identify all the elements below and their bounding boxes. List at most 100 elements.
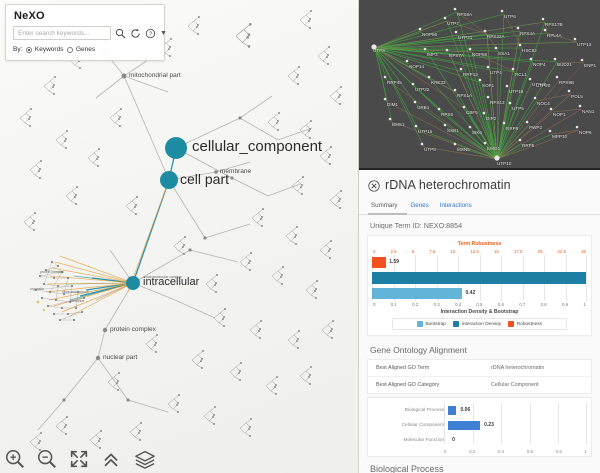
gene-network-panel[interactable]: RPS8A UTP6 UTP7 RPS17B NOP56 UTP21 RPS22A RPS4A… <box>359 0 600 170</box>
gene-label[interactable]: RRP5 <box>522 143 535 148</box>
gene-label[interactable]: UTP20 <box>532 82 547 87</box>
gene-label[interactable]: RPS22A <box>487 34 505 39</box>
tree-canvas[interactable] <box>0 0 358 473</box>
radio-genes[interactable]: Genes <box>67 46 95 53</box>
gene-label[interactable]: NOP1 <box>553 112 566 117</box>
gene-label[interactable]: NOP4 <box>533 62 546 67</box>
gene-label[interactable]: RPS6 <box>441 112 454 117</box>
gene-label[interactable]: UTP21 <box>458 35 473 40</box>
gene-label[interactable]: NOP56 <box>422 32 438 37</box>
gene-label[interactable]: RCL1 <box>515 72 527 77</box>
top-tick: 5 <box>411 249 415 254</box>
bar-bootstrap[interactable] <box>372 288 462 299</box>
gene-label[interactable]: IMP3 <box>427 52 438 57</box>
gene-label[interactable]: NOP6 <box>579 130 592 135</box>
bar-value-robustness: 1.59 <box>389 259 399 265</box>
gene-label[interactable]: RPS13 <box>490 100 505 105</box>
layers-icon[interactable] <box>132 448 158 470</box>
cluster-label-organelle: organelle <box>30 287 44 291</box>
gene-label[interactable]: POL5 <box>571 94 583 99</box>
gene-label[interactable]: PWP2 <box>529 125 543 130</box>
table-row: Best Aligned GO Category Cellular Compon… <box>368 377 591 393</box>
gene-label[interactable]: SIK6 <box>472 130 482 135</box>
gene-label[interactable]: DIM1 <box>387 102 398 107</box>
gene-label[interactable]: HSC82 <box>522 48 537 53</box>
go-alignment-title: Gene Ontology Alignment <box>370 345 467 355</box>
gene-label[interactable]: CBF5 <box>466 110 478 115</box>
top-tick: 15 <box>493 249 499 254</box>
gene-label[interactable]: RPS7A <box>449 53 465 58</box>
search-panel[interactable]: NeXO ? <box>5 4 167 61</box>
gene-label[interactable]: RPS8A <box>457 12 473 17</box>
node-cell-part[interactable] <box>160 171 178 189</box>
gene-label[interactable]: NAN1 <box>582 109 595 114</box>
gene-label[interactable]: BUD21 <box>557 62 572 67</box>
gene-label[interactable]: NOP58 <box>472 52 488 57</box>
bar-interaction-density[interactable] <box>372 272 587 284</box>
gene-label[interactable]: EMG1 <box>487 146 501 151</box>
ontology-tree-panel[interactable]: cellular_component cell part intracellul… <box>0 0 359 473</box>
gene-label[interactable]: URB1 <box>417 105 430 110</box>
gene-label[interactable]: RPS9B <box>559 80 575 85</box>
go-bar-biological-process[interactable] <box>448 406 457 415</box>
gene-label[interactable]: UTP10 <box>497 161 512 166</box>
close-circle-icon[interactable] <box>368 179 380 192</box>
radio-keywords[interactable]: Keywords <box>26 46 63 53</box>
gene-label[interactable]: ENP1 <box>584 63 597 68</box>
gene-label[interactable]: MSN5 <box>457 147 470 152</box>
gene-label[interactable]: UTP15 <box>418 129 433 134</box>
gene-label[interactable]: UTP5 <box>512 106 524 111</box>
bottom-tick: 0 <box>373 302 376 307</box>
gene-label[interactable]: UTP8 <box>424 147 436 152</box>
chart-top-axis-title: Term Robustness <box>457 241 502 247</box>
node-cellular-component[interactable] <box>165 137 187 159</box>
tab-summary[interactable]: Summary <box>368 198 408 215</box>
term-detail-panel[interactable]: rDNA heterochromatin Summary Genes Inter… <box>359 170 600 473</box>
gene-label[interactable]: MPP10 <box>552 134 568 139</box>
gene-label[interactable]: RPL4A <box>547 33 562 38</box>
gene-label[interactable]: RRP45 <box>387 80 402 85</box>
gene-label[interactable]: KRE33 <box>431 80 446 85</box>
table-row: Best Aligned GO Term rDNA heterochromati… <box>368 360 591 377</box>
gene-label[interactable]: SOF1 <box>482 83 494 88</box>
chevron-down-icon[interactable]: ▼ <box>160 29 167 37</box>
gene-label[interactable]: SSA1 <box>498 51 510 56</box>
zoom-in-icon[interactable] <box>4 448 26 470</box>
gene-label[interactable]: RRP12 <box>463 72 478 77</box>
legend-item-bootstrap[interactable]: Bootstrap <box>416 321 446 327</box>
gene-label[interactable]: UTP20 <box>536 83 551 88</box>
gene-label[interactable]: UTP22 <box>415 87 430 92</box>
node-intracellular[interactable] <box>126 276 140 290</box>
gene-label[interactable]: RPS1A <box>457 93 473 98</box>
gene-label[interactable]: UTP6 <box>504 14 516 19</box>
gene-label[interactable]: RRP9 <box>506 126 519 131</box>
legend-item-interaction-density[interactable]: Interaction Density <box>452 321 501 327</box>
gene-label[interactable]: NOP14 <box>409 64 425 69</box>
gene-label[interactable]: BMS1 <box>392 122 405 127</box>
gene-label[interactable]: SSB1 <box>447 128 459 133</box>
search-icon[interactable] <box>115 28 126 39</box>
tab-genes[interactable]: Genes <box>410 202 429 209</box>
fit-screen-icon[interactable] <box>68 448 90 470</box>
go-bar-cellular-component[interactable] <box>448 421 480 430</box>
gene-label[interactable]: UTP13 <box>577 42 592 47</box>
gene-label[interactable]: RPS17B <box>545 22 563 27</box>
gene-label[interactable]: UTP9 <box>373 48 385 53</box>
search-input[interactable] <box>13 26 111 40</box>
gene-label[interactable]: RPS4A <box>520 31 536 36</box>
gene-label[interactable]: UTP18 <box>509 89 524 94</box>
gene-label[interactable]: UTP4 <box>490 70 502 75</box>
gene-label[interactable]: DIP2 <box>486 116 497 121</box>
row-value: Cellular Component <box>491 382 539 388</box>
gene-label[interactable]: NOC4 <box>537 101 550 106</box>
zoom-out-icon[interactable] <box>36 448 58 470</box>
node-label-mitochondrial-part: mitochondrial part <box>129 72 181 79</box>
legend-item-robustness[interactable]: Robustness <box>508 321 542 327</box>
collapse-icon[interactable] <box>100 448 122 470</box>
gene-label[interactable]: UTP7 <box>447 21 459 26</box>
refresh-icon[interactable] <box>130 28 141 39</box>
bar-robustness[interactable] <box>372 257 386 268</box>
help-icon[interactable]: ? <box>145 28 156 39</box>
detail-header: rDNA heterochromatin <box>359 170 600 194</box>
tab-interactions[interactable]: Interactions <box>439 202 472 209</box>
